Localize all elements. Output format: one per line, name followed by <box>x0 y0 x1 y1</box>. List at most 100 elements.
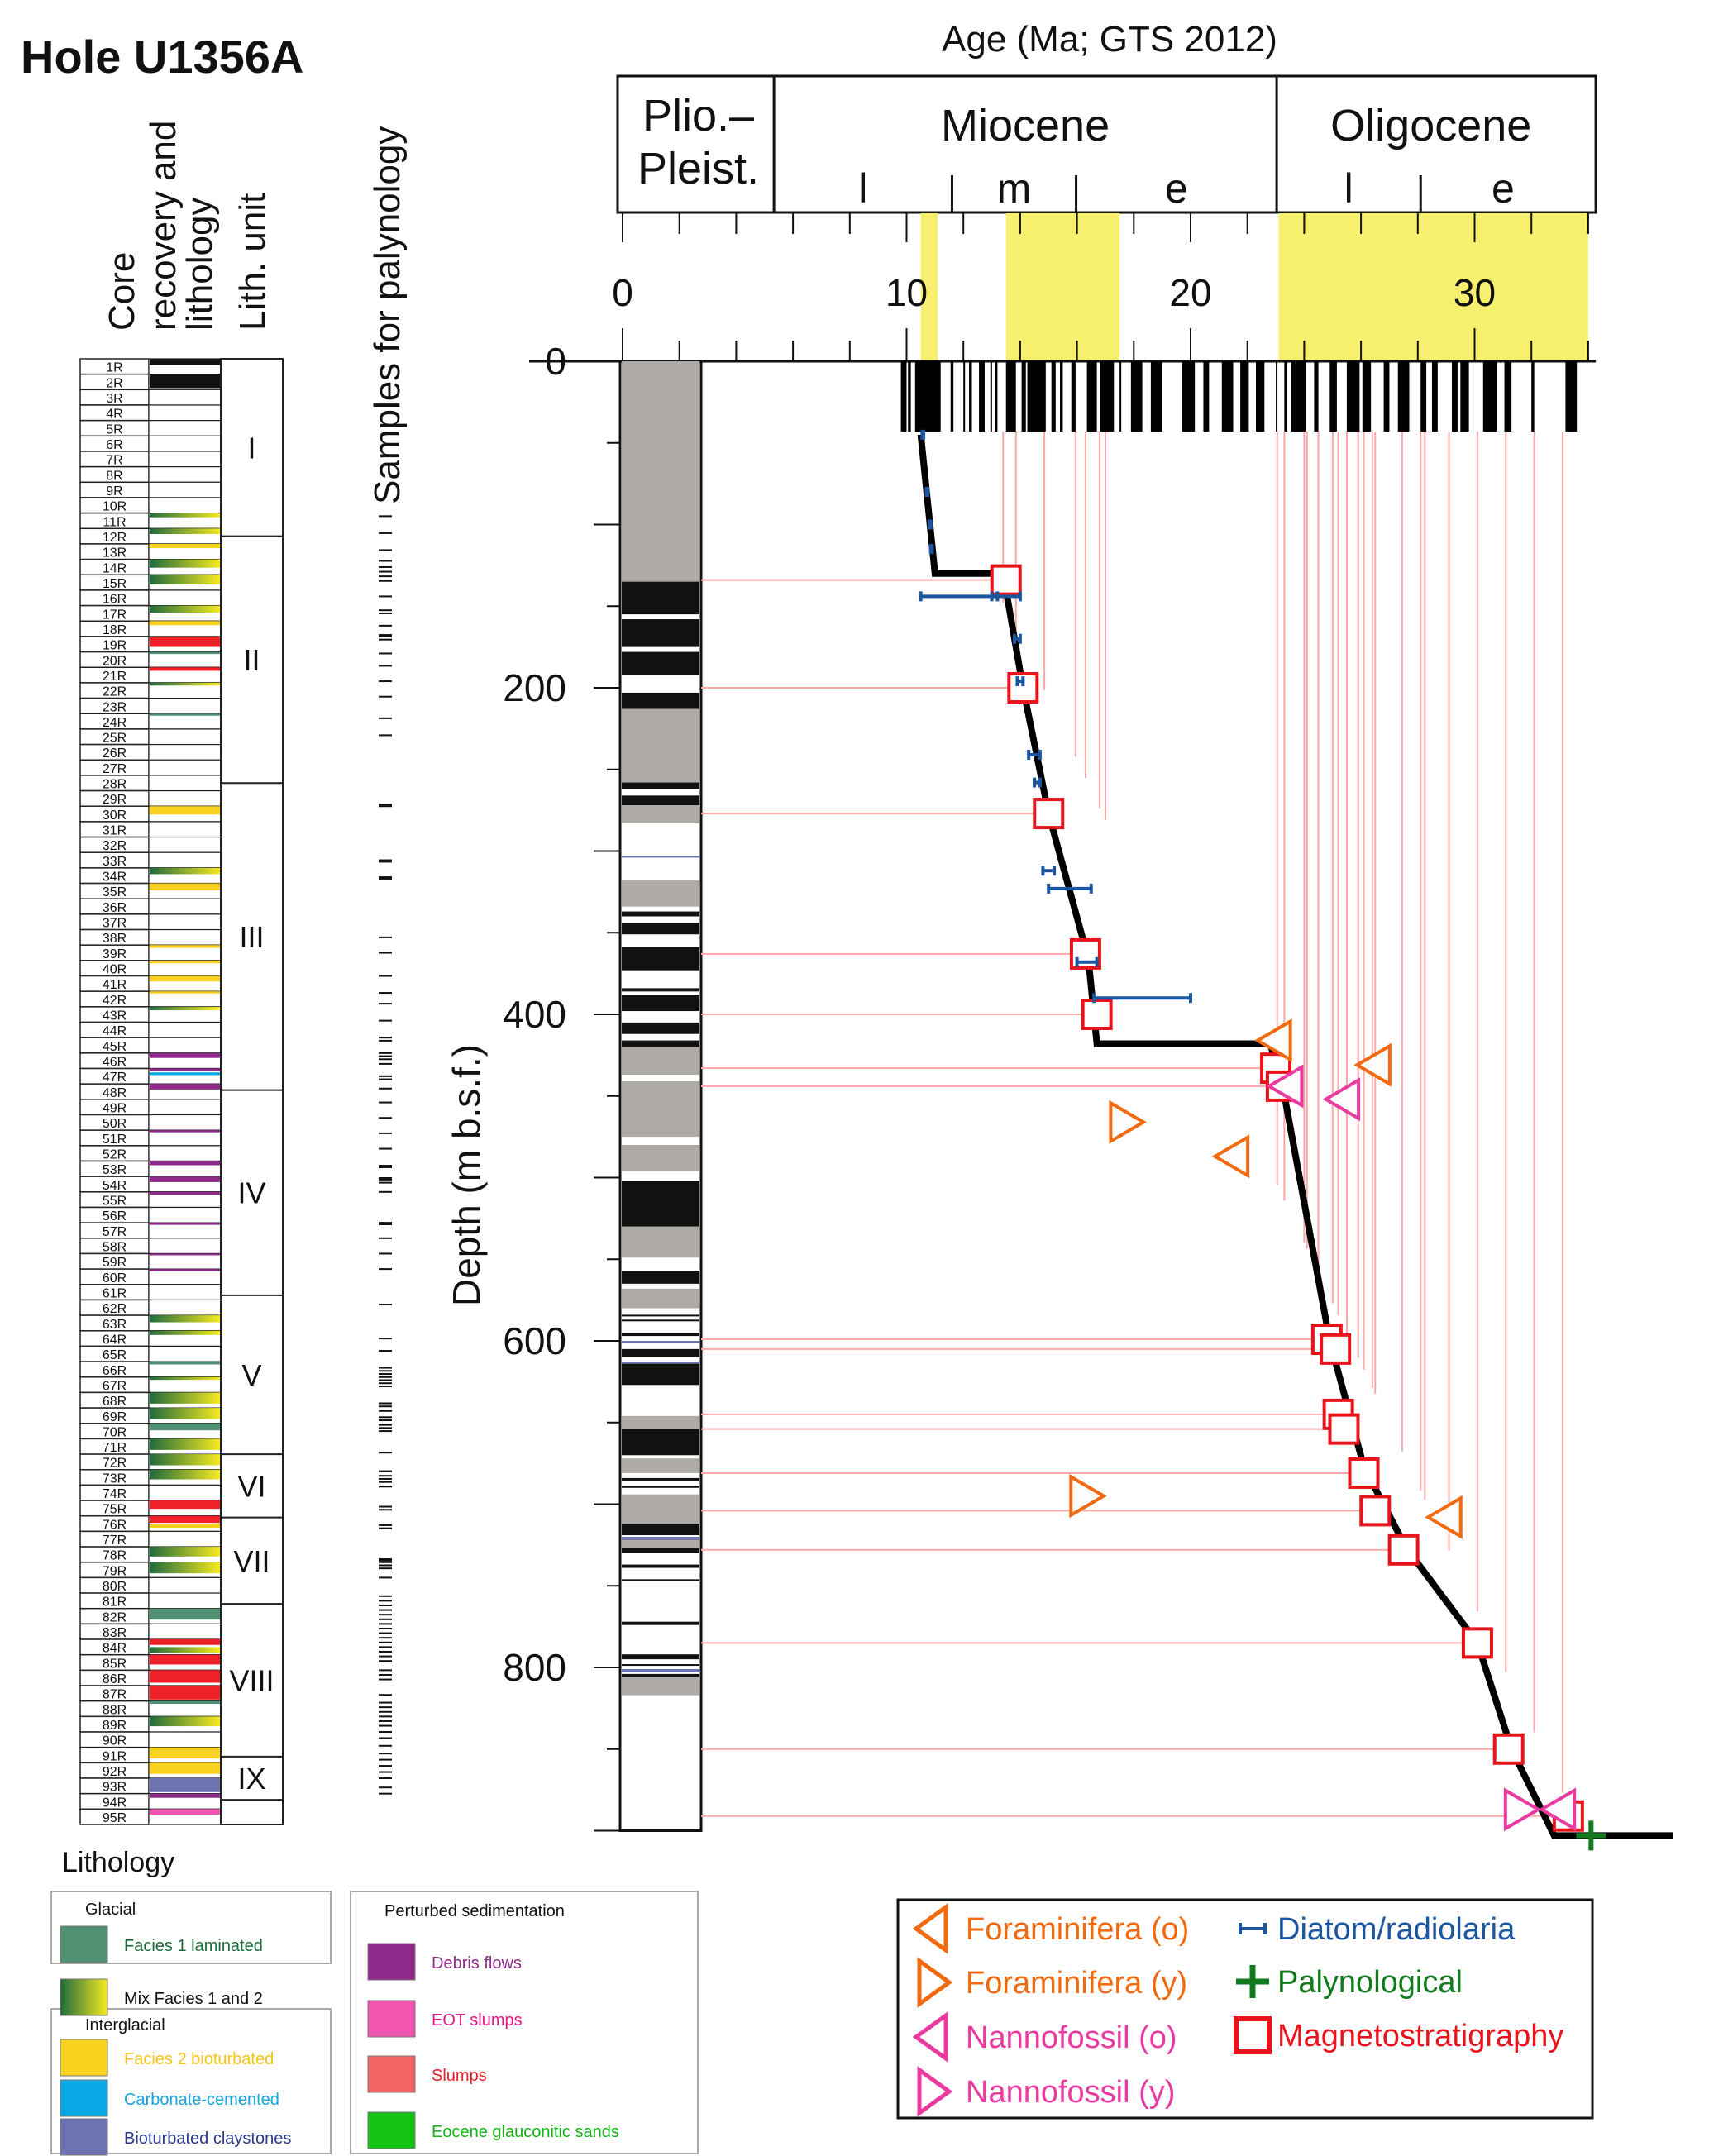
lithology-band-mix <box>150 1469 220 1480</box>
lith-unit-label: V <box>241 1358 261 1392</box>
core-column-segment-gray <box>622 1677 699 1696</box>
core-id-label: 47R <box>103 1071 127 1085</box>
core-id-label: 88R <box>103 1703 127 1717</box>
core-id-label: 49R <box>103 1101 127 1115</box>
core-recovery-cell <box>148 1345 222 1362</box>
core-id-label: 15R <box>103 577 127 591</box>
polarity-normal-chron <box>969 361 972 432</box>
polarity-normal-chron <box>1059 361 1063 432</box>
polarity-normal-chron <box>1276 361 1278 432</box>
core-column-segment-claystone <box>622 1362 699 1364</box>
lithology-band-facies2 <box>150 960 220 964</box>
lithology-band-debris <box>150 1176 220 1182</box>
lithology-band-mix <box>150 867 220 875</box>
lithology-band-facies1 <box>150 1423 220 1431</box>
lithology-band-debris <box>150 1269 220 1271</box>
core-id-label: 5R <box>106 422 122 436</box>
y-axis-label: Depth (m b.s.f.) <box>445 1044 488 1306</box>
core-column-segment-gray <box>622 1047 699 1076</box>
lithology-band-facies1 <box>150 1700 220 1705</box>
core-recovery-cell <box>148 1252 222 1270</box>
core-id-label: 10R <box>103 500 127 514</box>
polarity-normal-chron <box>1284 361 1287 432</box>
header-recovery-1: recovery and <box>143 121 184 331</box>
foraminifera-o-point <box>1353 1042 1392 1087</box>
polarity-normal-chron <box>1051 361 1056 432</box>
core-column-segment-black <box>622 1319 699 1322</box>
core-id-label: 18R <box>103 623 127 637</box>
lithology-legend-title: Lithology <box>62 1847 174 1878</box>
core-column-segment-black <box>622 1564 699 1568</box>
legend-foraminifera-y-label: Foraminifera (y) <box>966 1966 1187 2001</box>
polarity-normal-chron <box>1452 361 1458 432</box>
legend-eot-slumps-swatch <box>367 2000 416 2038</box>
lithology-band-mix <box>150 1330 220 1335</box>
polarity-normal-chron <box>979 361 985 432</box>
lithology-band-debris <box>150 1052 220 1058</box>
foraminifera-o-point <box>1211 1134 1250 1179</box>
age-model-line <box>917 434 1673 1839</box>
core-id-label: 21R <box>103 670 127 684</box>
core-id-label: 36R <box>103 901 127 915</box>
lithology-band-black <box>150 374 220 389</box>
polarity-normal-chron <box>1005 361 1016 432</box>
legend-carbonate-swatch <box>60 2079 108 2117</box>
core-id-label: 55R <box>103 1194 127 1208</box>
core-id-label: 16R <box>103 593 127 607</box>
core-id-label: 52R <box>103 1147 127 1161</box>
core-id-label: 69R <box>103 1410 127 1424</box>
core-id-label: 46R <box>103 1056 127 1070</box>
lithology-band-black <box>150 359 220 365</box>
lithology-band-debris <box>150 1191 220 1195</box>
polarity-normal-chron <box>950 361 954 432</box>
core-column-segment-gray <box>622 1226 699 1258</box>
lithology-band-mix <box>150 559 220 568</box>
polarity-normal-chron <box>1182 361 1196 432</box>
core-column-segment-black <box>622 1548 699 1553</box>
core-id-label: 85R <box>103 1657 127 1671</box>
core-column-segment-black <box>622 1271 699 1284</box>
core-column-segment-gray <box>622 1494 699 1524</box>
core-id-label: 53R <box>103 1163 127 1177</box>
core-recovery-cell <box>148 1222 222 1239</box>
core-log: 1R2R3R4R5R6R7R8R9R10R11R12R13R14R15R16R1… <box>79 358 222 1825</box>
header-lith-unit: Lith. unit <box>232 193 273 331</box>
polarity-normal-chron <box>1482 361 1497 432</box>
core-recovery-cell <box>148 1284 222 1301</box>
sub-epoch-label: l <box>858 165 867 212</box>
core-column-segment-black <box>622 782 699 789</box>
legend-mix-facies-swatch <box>60 1978 108 2016</box>
lithology-band-mix <box>150 1006 220 1011</box>
lithology-band-facies2 <box>150 1524 220 1529</box>
core-id-label: 70R <box>103 1425 127 1439</box>
core-id-label: 84R <box>103 1642 127 1656</box>
core-id-label: 62R <box>103 1302 127 1316</box>
core-column-segment-claystone <box>622 1668 699 1672</box>
lithology-band-mix <box>150 1547 220 1557</box>
magnetostratigraphy-point <box>990 564 1022 596</box>
lithology-band-slumps <box>150 1500 220 1510</box>
core-id-label: 35R <box>103 885 127 899</box>
core-id-label: 67R <box>103 1379 127 1393</box>
core-recovery-cell <box>148 1037 222 1054</box>
polarity-normal-chron <box>1071 361 1076 432</box>
lithology-band-debris <box>150 1068 220 1071</box>
core-column-segment-black <box>622 1022 699 1034</box>
core-id-label: 9R <box>106 484 122 498</box>
legend-nannofossil-y-icon <box>917 2066 953 2117</box>
sub-epoch-label: e <box>1165 165 1188 212</box>
core-id-label: 1R <box>106 361 122 375</box>
core-recovery-cell <box>148 497 222 514</box>
core-recovery-cell <box>148 1731 222 1748</box>
core-id-label: 83R <box>103 1626 127 1640</box>
lith-unit-label: I <box>247 431 255 465</box>
highlight-band <box>920 213 938 361</box>
lithology-band-mix <box>150 1376 220 1381</box>
core-id-label: 45R <box>103 1040 127 1054</box>
core-recovery-cell <box>148 1238 222 1255</box>
nannofossil-o-point <box>1538 1787 1577 1832</box>
lith-unit-frame <box>220 358 284 1825</box>
lithology-band-facies1 <box>150 1362 220 1365</box>
core-column-segment-black <box>622 1040 699 1047</box>
